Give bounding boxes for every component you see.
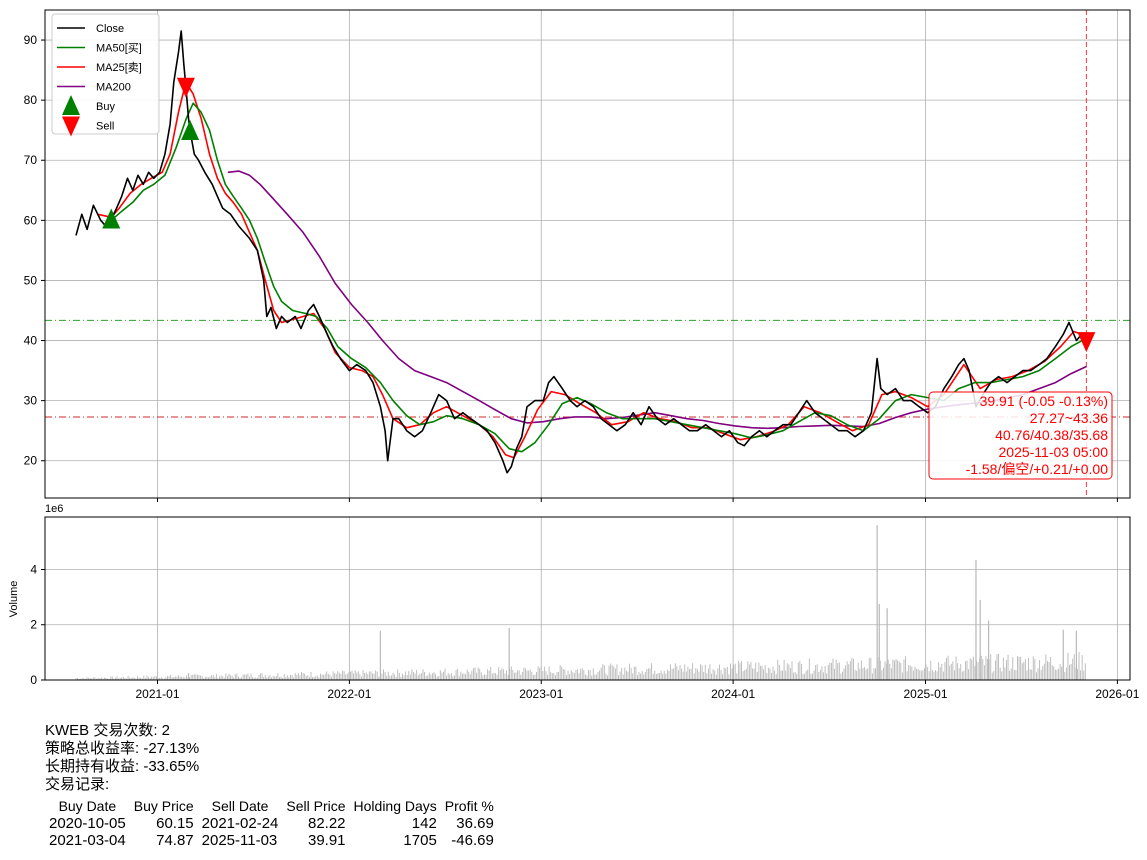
cell-holding-days: 1705 bbox=[403, 832, 437, 849]
axis-ticks: 20 30 40 50 60 70 80 90 0 2 4 2021-01 2022-01 2023-01… bbox=[24, 33, 1140, 701]
legend-label: MA50[买] bbox=[96, 42, 142, 55]
price-series bbox=[75, 30, 1088, 474]
volume-tick-label: 2 bbox=[30, 618, 37, 632]
cell-profit: 36.69 bbox=[456, 815, 494, 832]
annotation-box bbox=[928, 391, 1113, 480]
price-tick-label: 70 bbox=[24, 153, 38, 167]
summary-strategy-return: 策略总收益率: -27.13% bbox=[45, 740, 200, 757]
legend-label: MA25[卖] bbox=[96, 61, 142, 74]
annotation-line: 40.76/40.38/35.68 bbox=[995, 427, 1108, 443]
sell-marker bbox=[1077, 332, 1096, 353]
price-tick-label: 40 bbox=[24, 334, 38, 348]
volume-tick-label: 4 bbox=[30, 562, 37, 576]
col-buy-price: Buy Price bbox=[133, 798, 194, 814]
cell-profit: -46.69 bbox=[451, 832, 494, 849]
volume-offset-text: 1e6 bbox=[45, 503, 63, 515]
price-grid bbox=[45, 10, 1130, 498]
volume-axis-label: Volume bbox=[8, 581, 20, 618]
price-tick-label: 80 bbox=[24, 93, 38, 107]
legend-buy-marker bbox=[62, 95, 80, 115]
legend-label: Sell bbox=[96, 121, 114, 133]
table-row: 2021-03-04 74.87 2025-11-03 39.91 1705 -… bbox=[45, 832, 498, 849]
price-tick-label: 50 bbox=[24, 273, 38, 287]
last-price-annotation: 39.91 (-0.05 -0.13%)27.27~43.3640.76/40.… bbox=[928, 391, 1113, 480]
date-tick-label: 2026-01 bbox=[1095, 687, 1139, 701]
trade-table: Buy Date Buy Price Sell Date Sell Price … bbox=[45, 798, 498, 849]
cell-buy-price: 74.87 bbox=[156, 832, 194, 849]
legend-box bbox=[51, 13, 160, 135]
volume-bars bbox=[75, 525, 1086, 680]
annotation-line: 39.91 (-0.05 -0.13%) bbox=[980, 393, 1108, 409]
price-tick-label: 30 bbox=[24, 394, 38, 408]
cell-holding-days: 142 bbox=[411, 815, 437, 832]
annotation-line: 2025-11-03 05:00 bbox=[999, 444, 1109, 460]
cell-buy-price: 60.15 bbox=[156, 815, 194, 832]
strategy-summary: KWEB 交易次数: 2 策略总收益率: -27.13% 长期持有收益: -33… bbox=[45, 722, 199, 794]
legend-label: Close bbox=[96, 23, 124, 35]
cell-sell-price: 82.22 bbox=[307, 815, 346, 832]
annotation-line: 27.27~43.36 bbox=[1030, 410, 1108, 426]
price-axes-frame bbox=[44, 9, 1131, 499]
annotation-line: -1.58/偏空/+0.21/+0.00 bbox=[966, 461, 1109, 477]
series-line-close bbox=[75, 30, 1088, 474]
col-buy-date: Buy Date bbox=[58, 798, 117, 814]
cell-buy-date: 2020-10-05 bbox=[49, 815, 126, 832]
table-row: 2020-10-05 60.15 2021-02-24 82.22 142 36… bbox=[45, 815, 498, 832]
volume-grid bbox=[45, 517, 1130, 681]
date-tick-label: 2022-01 bbox=[327, 687, 371, 701]
legend-sell-marker bbox=[62, 116, 80, 137]
trade-markers bbox=[102, 77, 1096, 353]
cell-buy-date: 2021-03-04 bbox=[49, 832, 126, 849]
cell-sell-date: 2025-11-03 bbox=[201, 832, 278, 849]
chart: 20 30 40 50 60 70 80 90 0 2 4 2021-01 2022-01 2023-01… bbox=[8, 9, 1140, 701]
price-tick-label: 20 bbox=[24, 454, 38, 468]
volume-axes-frame bbox=[44, 516, 1131, 681]
date-tick-label: 2023-01 bbox=[519, 687, 563, 701]
col-profit: Profit % bbox=[444, 798, 494, 814]
series-line-ma25 bbox=[97, 81, 1087, 459]
sell-marker bbox=[176, 77, 195, 98]
legend-label: MA200 bbox=[96, 82, 131, 94]
summary-buyhold-return: 长期持有收益: -33.65% bbox=[45, 758, 200, 775]
cell-sell-price: 39.91 bbox=[307, 832, 346, 849]
summary-trade-log-title: 交易记录: bbox=[45, 776, 110, 793]
trade-table-header: Buy Date Buy Price Sell Date Sell Price … bbox=[45, 798, 498, 815]
summary-trade-count: KWEB 交易次数: 2 bbox=[45, 722, 171, 739]
price-tick-label: 90 bbox=[24, 33, 38, 47]
col-sell-price: Sell Price bbox=[286, 798, 346, 814]
legend: Close MA50[买] MA25[卖] MA200 Buy Sell bbox=[51, 13, 160, 137]
date-tick-label: 2025-01 bbox=[903, 687, 947, 701]
buy-marker bbox=[102, 208, 121, 229]
cell-sell-date: 2021-02-24 bbox=[201, 815, 279, 832]
legend-label: Buy bbox=[96, 101, 115, 113]
buy-marker bbox=[181, 119, 200, 140]
volume-tick-label: 0 bbox=[30, 673, 37, 687]
col-sell-date: Sell Date bbox=[211, 798, 269, 814]
col-holding-days: Holding Days bbox=[353, 798, 437, 814]
date-tick-label: 2024-01 bbox=[711, 687, 755, 701]
date-tick-label: 2021-01 bbox=[135, 687, 179, 701]
price-tick-label: 60 bbox=[24, 213, 38, 227]
